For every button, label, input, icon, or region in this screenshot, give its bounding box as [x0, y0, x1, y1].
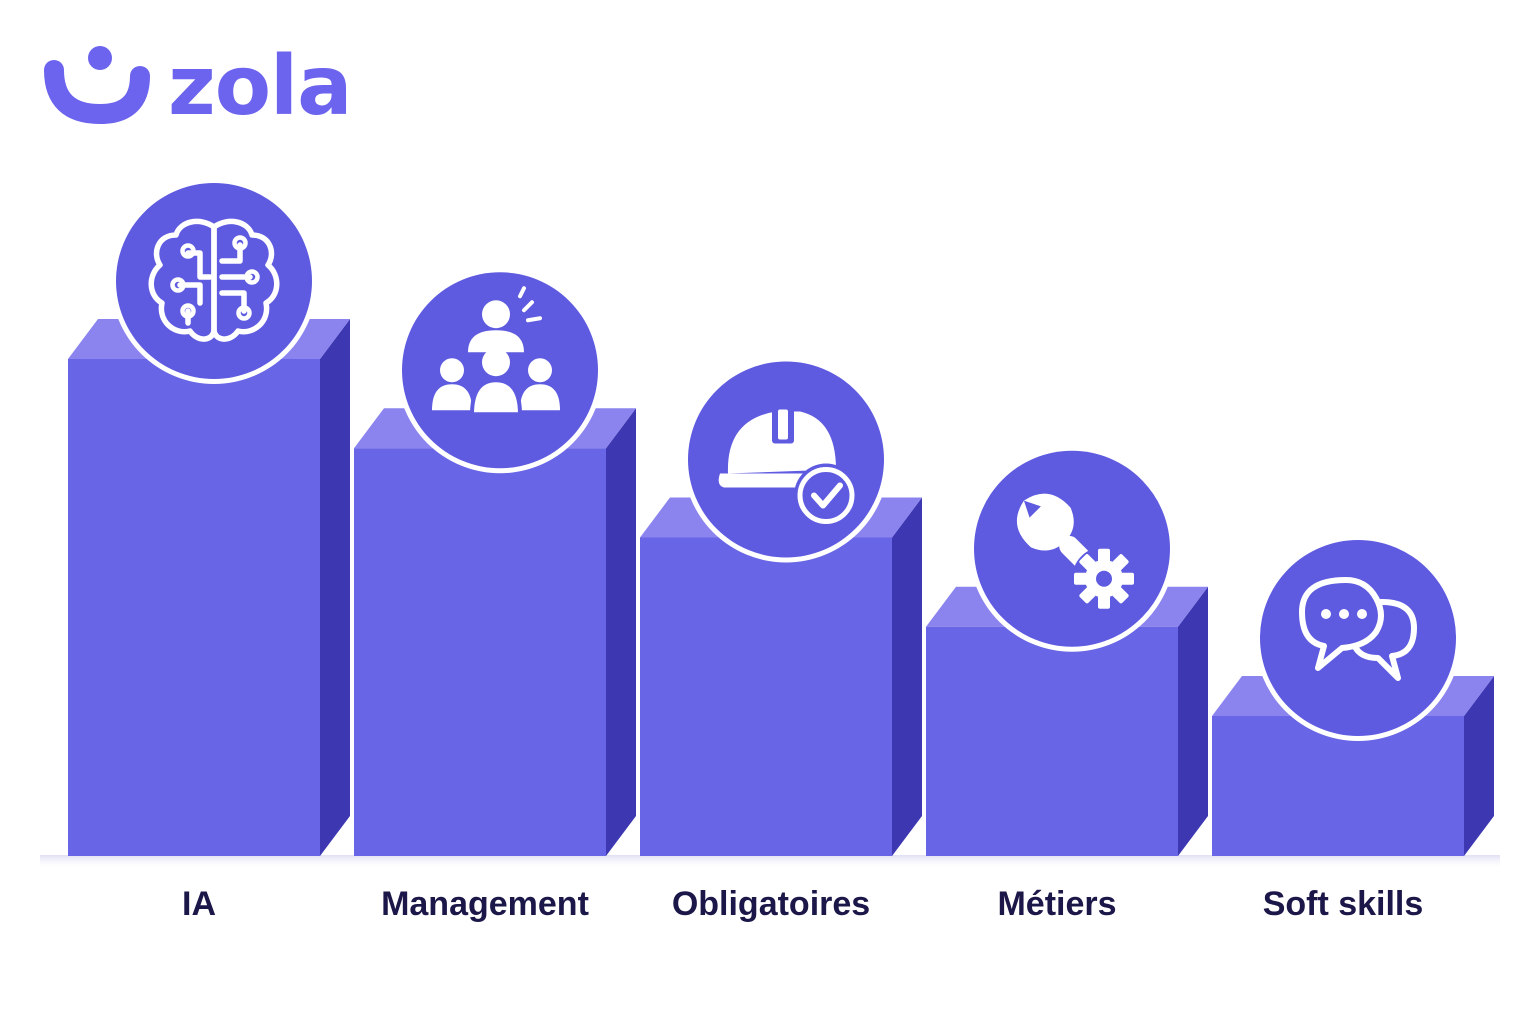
bar-front [640, 537, 892, 856]
category-label: IA [182, 885, 216, 923]
category-label: Soft skills [1262, 885, 1424, 923]
floor-shadow [40, 855, 1500, 869]
bar-2 [354, 408, 636, 856]
bar-front [68, 359, 320, 856]
bar-1 [68, 319, 350, 856]
safety-helmet-check-icon [683, 356, 889, 563]
category-label: Métiers [997, 885, 1117, 923]
bar-front [354, 448, 606, 856]
zola-smile-logo-icon [44, 46, 150, 125]
bar-side [1464, 676, 1494, 856]
bar-side [1178, 586, 1208, 856]
chat-bubbles-icon [1255, 535, 1461, 741]
team-leader-icon [397, 267, 603, 474]
bar-side [606, 408, 636, 856]
brain-circuit-icon [111, 178, 317, 384]
bar-front [926, 626, 1178, 856]
bar-side [320, 319, 350, 856]
bar-front [1212, 716, 1464, 856]
wrench-gear-icon [969, 445, 1175, 652]
category-label: Management [381, 885, 589, 923]
category-label: Obligatoires [671, 885, 871, 923]
logo-wordmark: zola [168, 39, 353, 134]
bar-side [892, 497, 922, 856]
zola-logo: zola [40, 40, 370, 130]
